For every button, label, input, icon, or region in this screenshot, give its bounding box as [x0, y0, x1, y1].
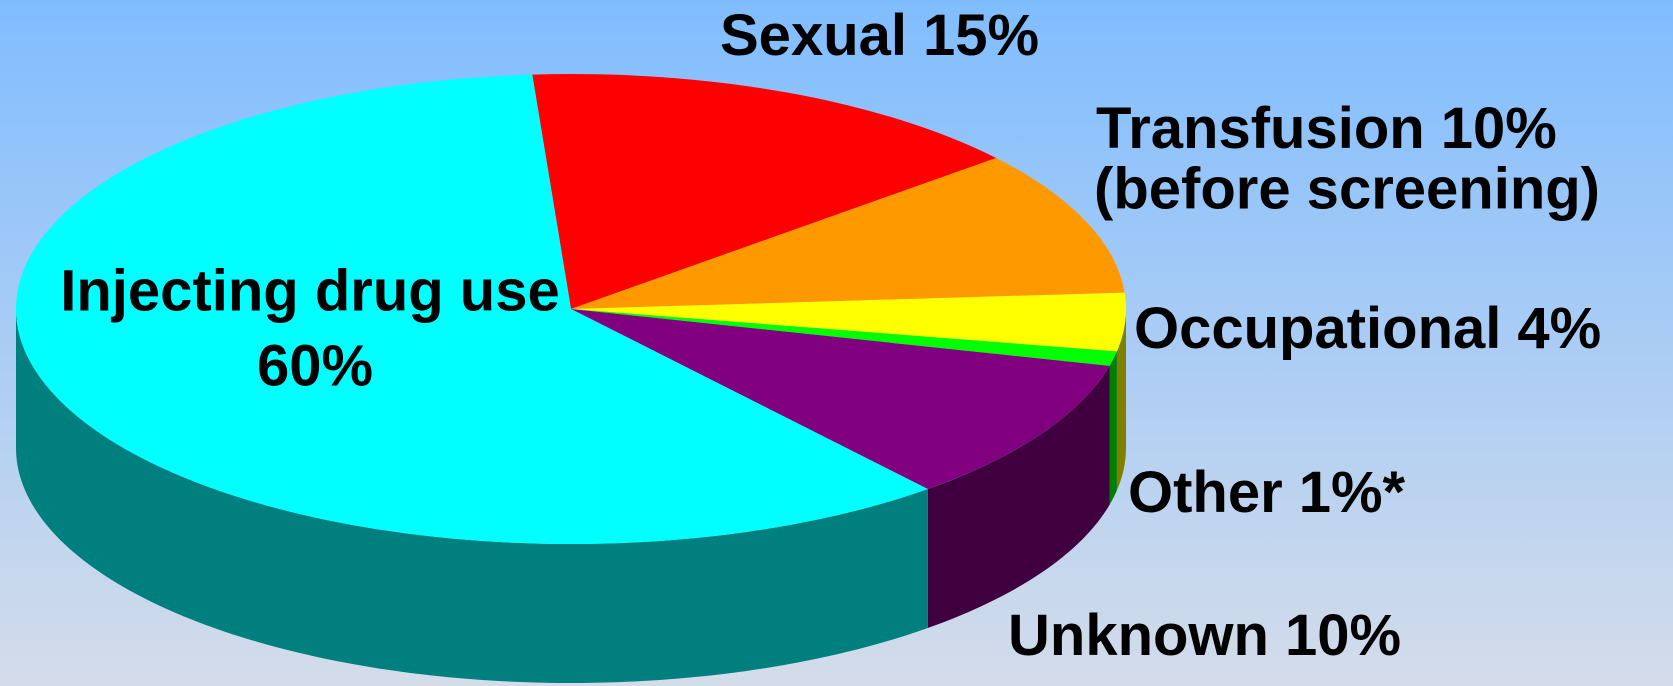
slice-label: Unknown 10%: [1008, 603, 1401, 668]
slice: [532, 74, 997, 309]
category-label: Other: [1128, 460, 1283, 525]
category-label: Transfusion: [1096, 96, 1425, 161]
slice-side: [1116, 309, 1126, 491]
slice: [16, 74, 928, 545]
value-label: 10%: [1285, 603, 1401, 668]
slice: [571, 309, 1117, 366]
annotation: (before screening): [1094, 156, 1600, 221]
value-label: 10%: [1441, 96, 1557, 161]
slice-label: Sexual 15%: [720, 3, 1039, 68]
value-label: 15%: [923, 3, 1039, 68]
category-label: Injecting drug use: [60, 258, 560, 323]
pie: [16, 74, 1127, 683]
category-label: Unknown: [1008, 603, 1269, 668]
value-label: 60%: [257, 333, 373, 398]
slice-side: [927, 365, 1110, 629]
value-label: 1%*: [1299, 460, 1406, 525]
category-label: Sexual: [720, 3, 907, 68]
slice: [571, 157, 1125, 309]
slice-side: [1109, 351, 1117, 505]
slice-label: Transfusion 10%: [1096, 96, 1557, 161]
category-label: Occupational: [1134, 296, 1501, 361]
slice-label: Other 1%*: [1128, 460, 1406, 525]
slice: [571, 309, 1110, 490]
slice-label: Occupational 4%: [1134, 296, 1601, 361]
labels: Sexual 15% Transfusion 10% (before screeni…: [60, 3, 1601, 668]
value-label: 4%: [1517, 296, 1601, 361]
slice: [571, 292, 1127, 352]
slice-side: [16, 309, 928, 683]
